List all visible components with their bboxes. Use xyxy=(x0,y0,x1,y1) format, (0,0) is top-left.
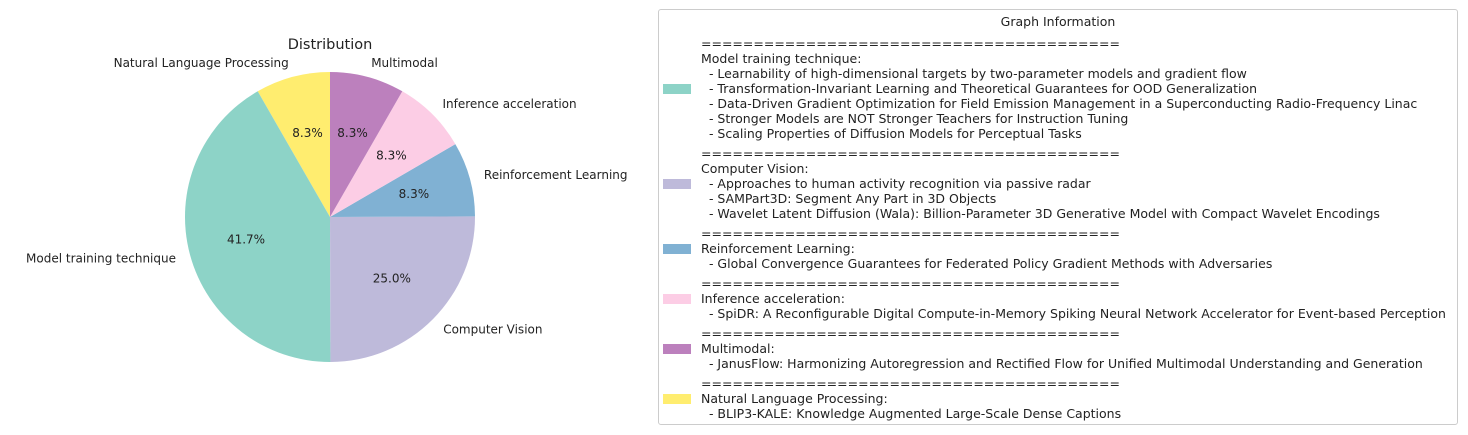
legend-separator: ======================================== xyxy=(701,226,1120,241)
pie-percent-label: 8.3% xyxy=(292,126,323,140)
pie-percent-label: 25.0% xyxy=(373,271,411,285)
legend-paper-title: - Stronger Models are NOT Stronger Teach… xyxy=(701,111,1129,126)
legend-paper-title: - Wavelet Latent Diffusion (Wala): Billi… xyxy=(701,206,1380,221)
chart-title: Distribution xyxy=(288,37,373,53)
legend-paper-title: - Learnability of high-dimensional targe… xyxy=(701,66,1247,81)
legend-color-swatch xyxy=(663,393,691,404)
pie-percent-label: 8.3% xyxy=(337,126,368,140)
legend-group-name: Model training technique: xyxy=(701,51,862,66)
legend-group: ========================================… xyxy=(659,276,1457,321)
legend-paper-title: - SAMPart3D: Segment Any Part in 3D Obje… xyxy=(701,191,997,206)
legend-group-name: Computer Vision: xyxy=(701,161,809,176)
legend-paper-title: - Transformation-Invariant Learning and … xyxy=(701,81,1258,96)
pie-category-label: Model training technique xyxy=(26,251,176,265)
legend-group: ========================================… xyxy=(659,146,1457,221)
legend-separator: ======================================== xyxy=(701,276,1120,291)
legend-group: ========================================… xyxy=(659,226,1457,271)
pie-percent-label: 8.3% xyxy=(399,187,430,201)
pie-category-label: Natural Language Processing xyxy=(114,56,289,70)
pie-slice xyxy=(330,72,403,217)
pie-slice xyxy=(257,72,330,217)
pie-chart: Distribution 8.3% Natural Language Proces… xyxy=(26,37,628,363)
legend-separator: ======================================== xyxy=(701,146,1120,161)
legend-group: ========================================… xyxy=(659,36,1457,141)
legend-paper-title: - Scaling Properties of Diffusion Models… xyxy=(701,126,1082,141)
legend-paper-title: - JanusFlow: Harmonizing Autoregression … xyxy=(701,356,1423,371)
legend-group: ========================================… xyxy=(659,326,1457,371)
legend-paper-title: - Global Convergence Guarantees for Fede… xyxy=(701,256,1273,271)
legend-group-name: Natural Language Processing: xyxy=(701,391,888,406)
legend-group-name: Multimodal: xyxy=(701,341,775,356)
legend: Graph Information ======================… xyxy=(658,9,1458,425)
pie-category-label: Multimodal xyxy=(371,56,438,70)
pie-percent-label: 41.7% xyxy=(227,233,265,247)
pie-slice xyxy=(330,91,456,217)
legend-color-swatch xyxy=(663,343,691,354)
legend-color-swatch xyxy=(663,293,691,304)
pie-category-label: Reinforcement Learning xyxy=(484,168,628,182)
legend-separator: ======================================== xyxy=(701,326,1120,341)
pie-slice xyxy=(330,144,475,217)
pie-percent-label: 8.3% xyxy=(376,148,407,162)
legend-separator: ======================================== xyxy=(701,376,1120,391)
legend-group-name: Inference acceleration: xyxy=(701,291,845,306)
legend-paper-title: - BLIP3-KALE: Knowledge Augmented Large-… xyxy=(701,406,1122,421)
legend-separator: ======================================== xyxy=(701,36,1120,51)
legend-paper-title: - Approaches to human activity recogniti… xyxy=(701,176,1091,191)
pie-category-label: Inference acceleration xyxy=(443,97,577,111)
legend-color-swatch xyxy=(663,83,691,94)
pie-slice xyxy=(184,91,331,363)
legend-group-name: Reinforcement Learning: xyxy=(701,241,855,256)
legend-group: ========================================… xyxy=(659,376,1457,421)
pie-slice xyxy=(330,216,476,362)
legend-color-swatch xyxy=(663,243,691,254)
legend-paper-title: - Data-Driven Gradient Optimization for … xyxy=(701,96,1418,111)
legend-paper-title: - SpiDR: A Reconfigurable Digital Comput… xyxy=(701,306,1446,321)
pie-category-label: Computer Vision xyxy=(443,322,542,336)
legend-color-swatch xyxy=(663,178,691,189)
legend-title: Graph Information xyxy=(1000,14,1116,29)
